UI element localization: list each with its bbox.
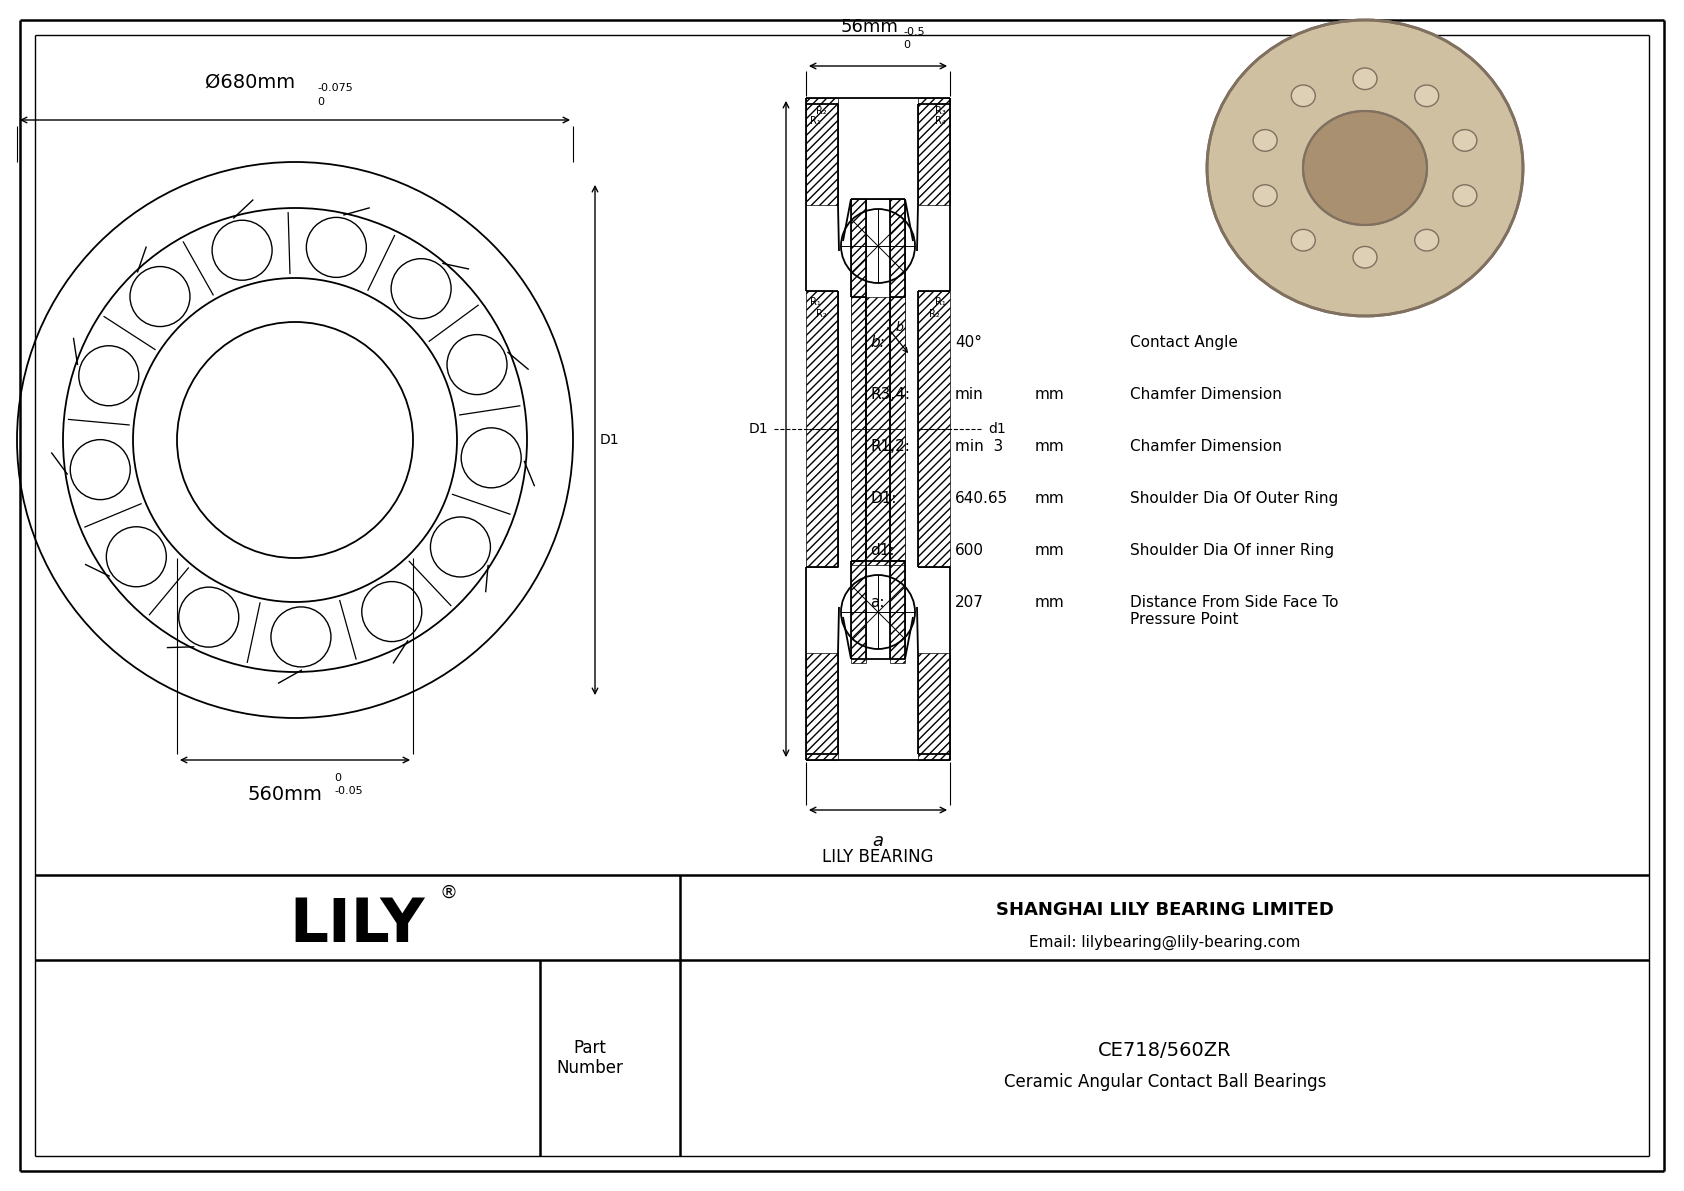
Text: R₂: R₂ [930, 308, 940, 319]
Text: mm: mm [1036, 439, 1064, 454]
Text: D1: D1 [600, 434, 620, 447]
Text: mm: mm [1036, 596, 1064, 610]
Text: 56mm: 56mm [840, 18, 899, 36]
Ellipse shape [1292, 85, 1315, 107]
Text: Ø680mm: Ø680mm [205, 73, 295, 92]
Text: CE718/560ZR: CE718/560ZR [1098, 1041, 1231, 1060]
Text: 0: 0 [333, 773, 340, 782]
Ellipse shape [1415, 230, 1438, 251]
Text: D1: D1 [748, 422, 768, 436]
Polygon shape [918, 429, 950, 567]
Text: 640.65: 640.65 [955, 491, 1009, 506]
Text: Chamfer Dimension: Chamfer Dimension [1130, 387, 1282, 403]
Text: 560mm: 560mm [248, 785, 322, 804]
Text: b: b [896, 322, 904, 333]
Polygon shape [807, 429, 839, 567]
Polygon shape [850, 199, 866, 429]
Text: D1:: D1: [871, 491, 896, 506]
Text: R1,2:: R1,2: [871, 439, 909, 454]
Text: 40°: 40° [955, 335, 982, 350]
Ellipse shape [1352, 68, 1378, 89]
Polygon shape [918, 291, 950, 429]
Text: R₁: R₁ [810, 297, 820, 307]
Ellipse shape [1352, 247, 1378, 268]
Polygon shape [850, 429, 866, 663]
Text: min  3: min 3 [955, 439, 1004, 454]
Text: LILY: LILY [290, 896, 424, 954]
Text: SHANGHAI LILY BEARING LIMITED: SHANGHAI LILY BEARING LIMITED [995, 902, 1334, 919]
Text: Email: lilybearing@lily-bearing.com: Email: lilybearing@lily-bearing.com [1029, 935, 1300, 949]
Ellipse shape [1207, 20, 1522, 316]
Text: d1: d1 [989, 422, 1005, 436]
Text: Ceramic Angular Contact Ball Bearings: Ceramic Angular Contact Ball Bearings [1004, 1073, 1327, 1091]
Polygon shape [850, 429, 904, 565]
Text: R₃: R₃ [935, 106, 946, 116]
Ellipse shape [1453, 130, 1477, 151]
Text: R₂: R₂ [817, 308, 827, 319]
Text: Shoulder Dia Of inner Ring: Shoulder Dia Of inner Ring [1130, 543, 1334, 559]
Text: a: a [872, 833, 884, 850]
Text: Part
Number: Part Number [557, 1039, 623, 1078]
Ellipse shape [1253, 185, 1276, 206]
Text: R₂: R₂ [817, 106, 827, 116]
Ellipse shape [1292, 230, 1315, 251]
Text: LILY BEARING: LILY BEARING [822, 848, 933, 866]
Text: mm: mm [1036, 543, 1064, 559]
Polygon shape [807, 98, 839, 205]
Text: ®: ® [440, 884, 456, 902]
Text: 207: 207 [955, 596, 983, 610]
Text: 0: 0 [903, 40, 909, 50]
Text: a:: a: [871, 596, 884, 610]
Text: -0.05: -0.05 [333, 786, 362, 796]
Text: Chamfer Dimension: Chamfer Dimension [1130, 439, 1282, 454]
Polygon shape [918, 98, 950, 205]
Polygon shape [807, 653, 839, 760]
Text: R₁: R₁ [935, 297, 946, 307]
Ellipse shape [1415, 85, 1438, 107]
Text: R3,4:: R3,4: [871, 387, 909, 403]
Text: 0: 0 [317, 96, 323, 107]
Ellipse shape [1253, 130, 1276, 151]
Text: b:: b: [871, 335, 884, 350]
Text: mm: mm [1036, 387, 1064, 403]
Text: Shoulder Dia Of Outer Ring: Shoulder Dia Of Outer Ring [1130, 491, 1339, 506]
Text: Contact Angle: Contact Angle [1130, 335, 1238, 350]
Text: -0.075: -0.075 [317, 83, 352, 93]
Polygon shape [807, 291, 839, 429]
Text: d1:: d1: [871, 543, 894, 559]
Text: R₄: R₄ [935, 116, 946, 126]
Polygon shape [918, 653, 950, 760]
Text: -0.5: -0.5 [903, 27, 925, 37]
Polygon shape [850, 297, 904, 429]
Text: Distance From Side Face To
Pressure Point: Distance From Side Face To Pressure Poin… [1130, 596, 1339, 628]
Text: R₁: R₁ [810, 116, 820, 126]
Text: min: min [955, 387, 983, 403]
Polygon shape [891, 429, 904, 663]
Text: mm: mm [1036, 491, 1064, 506]
Polygon shape [891, 199, 904, 429]
Text: 600: 600 [955, 543, 983, 559]
Ellipse shape [1303, 111, 1426, 225]
Ellipse shape [1453, 185, 1477, 206]
